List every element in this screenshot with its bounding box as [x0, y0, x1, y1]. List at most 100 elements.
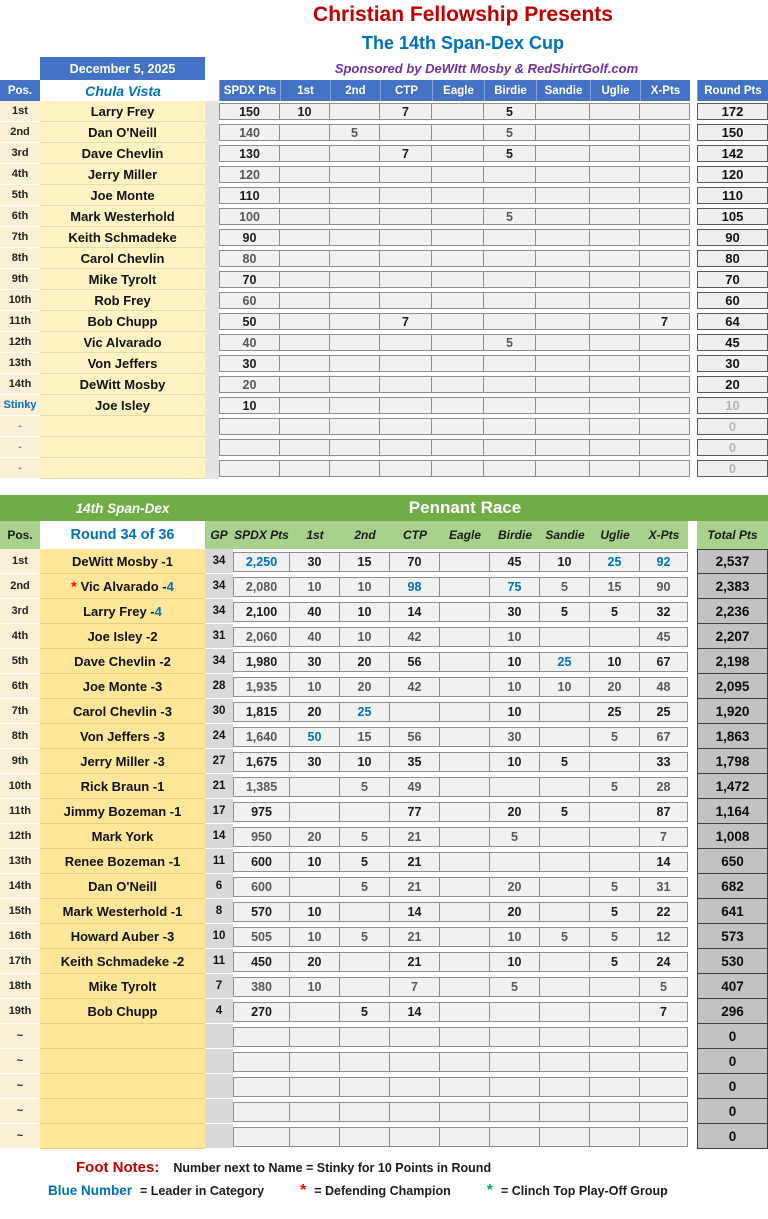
cell-2nd[interactable]: [330, 103, 380, 120]
player-name-cell[interactable]: [40, 1024, 205, 1049]
cell-xpts[interactable]: [640, 103, 690, 120]
cell-uglie[interactable]: [590, 1001, 640, 1022]
column-header-uglie[interactable]: Uglie: [590, 80, 640, 101]
cell-gp[interactable]: 6: [205, 874, 233, 899]
cell-1st[interactable]: [280, 271, 330, 288]
cell-birdie[interactable]: 10: [490, 626, 540, 647]
cell-birdie[interactable]: 45: [490, 551, 540, 572]
cell-sandie[interactable]: [536, 124, 590, 141]
cell-1st[interactable]: [290, 1001, 340, 1022]
pos-cell[interactable]: 11th: [0, 311, 40, 332]
cell-eagle[interactable]: [440, 726, 490, 747]
cell-eagle[interactable]: [440, 776, 490, 797]
cell-eagle[interactable]: [440, 601, 490, 622]
cell-total-pts[interactable]: 1,863: [697, 724, 768, 749]
cell-sandie[interactable]: [540, 851, 590, 872]
cell-eagle[interactable]: [432, 187, 484, 204]
cell-ctp[interactable]: [380, 250, 432, 267]
cell-xpts[interactable]: 5: [640, 976, 688, 997]
cell-spdx[interactable]: 80: [219, 250, 280, 267]
cell-xpts[interactable]: [640, 145, 690, 162]
cell-xpts[interactable]: [640, 166, 690, 183]
cell-eagle[interactable]: [440, 1026, 490, 1047]
cell-2nd[interactable]: [340, 1126, 390, 1147]
cell-birdie[interactable]: 5: [484, 334, 536, 351]
cell-xpts[interactable]: [640, 1051, 688, 1072]
player-name-cell[interactable]: [40, 437, 205, 458]
cell-round-pts[interactable]: 60: [697, 292, 768, 309]
player-name-cell[interactable]: [40, 1124, 205, 1149]
cell-birdie[interactable]: 10: [490, 676, 540, 697]
cell-xpts[interactable]: 33: [640, 751, 688, 772]
cell-spdx[interactable]: 2,080: [233, 576, 290, 597]
cell-eagle[interactable]: [432, 271, 484, 288]
cell-total-pts[interactable]: 2,207: [697, 624, 768, 649]
cell-sandie[interactable]: 25: [540, 651, 590, 672]
cell-uglie[interactable]: [590, 355, 640, 372]
cell-sandie[interactable]: [540, 1001, 590, 1022]
cell-eagle[interactable]: [440, 876, 490, 897]
cell-spdx[interactable]: 110: [219, 187, 280, 204]
cell-sandie[interactable]: [540, 1026, 590, 1047]
cell-2nd[interactable]: [330, 334, 380, 351]
cell-2nd[interactable]: [330, 460, 380, 477]
cell-total-pts[interactable]: 573: [697, 924, 768, 949]
cell-ctp[interactable]: 56: [390, 651, 440, 672]
cell-sandie[interactable]: [540, 626, 590, 647]
cell-eagle[interactable]: [432, 250, 484, 267]
cell-sandie[interactable]: [540, 1101, 590, 1122]
player-name-cell[interactable]: Mark York: [40, 824, 205, 849]
cell-sandie[interactable]: 5: [540, 576, 590, 597]
pos-cell[interactable]: 7th: [0, 227, 40, 248]
cell-birdie[interactable]: 10: [490, 926, 540, 947]
cell-birdie[interactable]: 75: [490, 576, 540, 597]
cell-birdie[interactable]: [484, 229, 536, 246]
cell-2nd[interactable]: [340, 901, 390, 922]
cell-total-pts[interactable]: 0: [697, 1049, 768, 1074]
pos-cell[interactable]: ~: [0, 1049, 40, 1074]
cell-spdx[interactable]: 70: [219, 271, 280, 288]
cell-2nd[interactable]: 5: [340, 1001, 390, 1022]
cell-birdie[interactable]: 5: [484, 145, 536, 162]
cell-eagle[interactable]: [440, 1126, 490, 1147]
cell-sandie[interactable]: [536, 250, 590, 267]
cell-xpts[interactable]: [640, 208, 690, 225]
cell-2nd[interactable]: [330, 208, 380, 225]
cell-eagle[interactable]: [440, 901, 490, 922]
cell-birdie[interactable]: [484, 292, 536, 309]
cell-birdie[interactable]: 5: [490, 976, 540, 997]
cell-round-pts[interactable]: 120: [697, 166, 768, 183]
cell-1st[interactable]: [290, 1051, 340, 1072]
cell-birdie[interactable]: [484, 166, 536, 183]
cell-spdx[interactable]: 1,980: [233, 651, 290, 672]
cell-total-pts[interactable]: 296: [697, 999, 768, 1024]
cell-spdx[interactable]: 950: [233, 826, 290, 847]
player-name-cell[interactable]: Dan O'Neill: [40, 874, 205, 899]
cell-gp[interactable]: 28: [205, 674, 233, 699]
cell-1st[interactable]: [280, 460, 330, 477]
cell-eagle[interactable]: [440, 801, 490, 822]
cell-sandie[interactable]: [540, 976, 590, 997]
round-date-cell[interactable]: December 5, 2025: [40, 57, 205, 80]
cell-ctp[interactable]: [390, 1101, 440, 1122]
cell-round-pts[interactable]: 0: [697, 439, 768, 456]
cell-ctp[interactable]: [380, 166, 432, 183]
cell-round-pts[interactable]: 20: [697, 376, 768, 393]
cell-gp[interactable]: 31: [205, 624, 233, 649]
cell-total-pts[interactable]: 682: [697, 874, 768, 899]
cell-eagle[interactable]: [432, 418, 484, 435]
cell-2nd[interactable]: [340, 1026, 390, 1047]
cell-eagle[interactable]: [432, 145, 484, 162]
cell-xpts[interactable]: 7: [640, 1001, 688, 1022]
cell-eagle[interactable]: [440, 1101, 490, 1122]
cell-uglie[interactable]: [590, 250, 640, 267]
cell-2nd[interactable]: [340, 1076, 390, 1097]
cell-1st[interactable]: 10: [290, 976, 340, 997]
cell-ctp[interactable]: [380, 271, 432, 288]
cell-uglie[interactable]: 5: [590, 726, 640, 747]
cell-round-pts[interactable]: 80: [697, 250, 768, 267]
cell-sandie[interactable]: [540, 776, 590, 797]
round-counter-cell[interactable]: Round 34 of 36: [40, 521, 205, 549]
player-name-cell[interactable]: Dave Chevlin - 2: [40, 649, 205, 674]
player-name-cell[interactable]: Mark Westerhold - 1: [40, 899, 205, 924]
